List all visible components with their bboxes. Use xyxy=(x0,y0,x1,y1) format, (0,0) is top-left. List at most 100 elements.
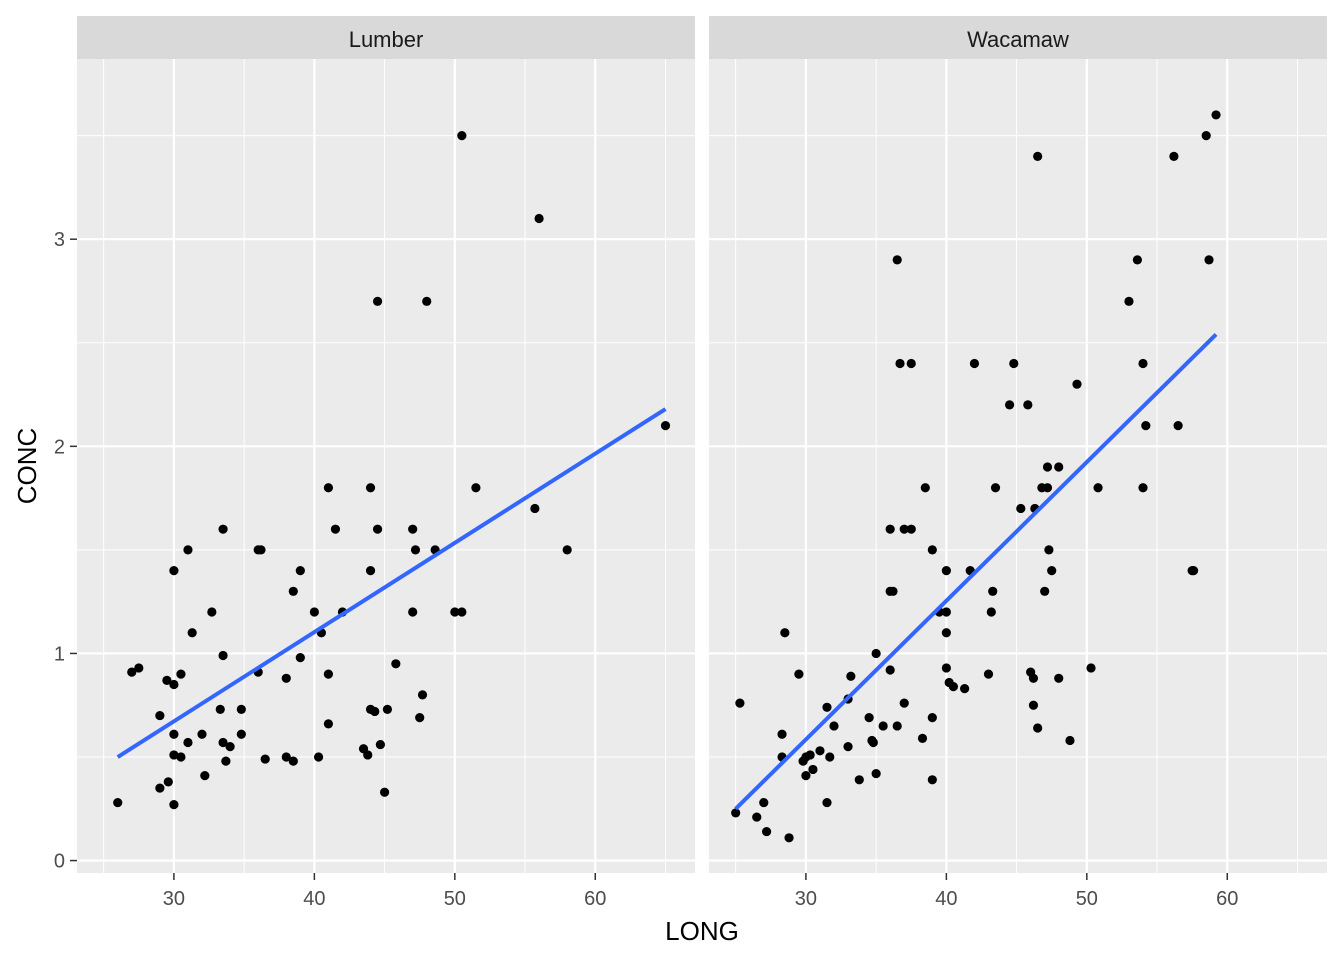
data-point xyxy=(808,764,818,775)
data-point xyxy=(801,771,811,781)
x-tick-label: 50 xyxy=(1076,888,1098,910)
data-point xyxy=(1086,663,1096,673)
data-point xyxy=(822,702,832,712)
data-point xyxy=(260,754,270,764)
data-point xyxy=(906,524,916,534)
data-point xyxy=(960,684,970,694)
data-point xyxy=(183,737,193,748)
fit-line xyxy=(116,407,667,759)
data-point xyxy=(920,483,930,493)
y-tick-label: 3 xyxy=(54,229,65,251)
data-point xyxy=(829,721,839,731)
data-point xyxy=(408,524,418,534)
data-point xyxy=(941,607,951,617)
data-point xyxy=(892,721,902,731)
data-point xyxy=(1004,400,1015,410)
x-tick-label: 30 xyxy=(163,888,185,910)
data-point xyxy=(660,421,671,431)
data-point xyxy=(822,797,832,808)
data-point xyxy=(1054,673,1064,683)
panel-background xyxy=(709,59,1327,873)
data-point xyxy=(169,679,179,690)
trend-line xyxy=(116,407,667,759)
data-point xyxy=(530,503,540,514)
data-point xyxy=(871,768,881,779)
data-point xyxy=(323,719,334,729)
data-point xyxy=(888,586,898,596)
data-point xyxy=(562,545,572,555)
data-point xyxy=(365,565,376,576)
data-point xyxy=(1201,131,1211,141)
data-point xyxy=(948,681,958,692)
data-point xyxy=(1132,255,1142,265)
data-point xyxy=(330,524,341,534)
data-point xyxy=(759,797,769,808)
data-point xyxy=(169,565,179,576)
data-point xyxy=(372,524,383,534)
facet-label-lumber: Lumber xyxy=(349,27,424,52)
x-tick-label: 40 xyxy=(935,888,957,910)
data-point xyxy=(927,545,937,555)
data-point xyxy=(169,750,179,760)
data-point xyxy=(365,483,376,493)
data-point xyxy=(281,673,291,683)
x-axis-title: LONG xyxy=(665,916,739,946)
data-point xyxy=(815,746,825,756)
data-point xyxy=(990,483,1001,493)
panel-background xyxy=(77,59,695,873)
data-point xyxy=(784,833,794,843)
data-point xyxy=(183,545,193,555)
data-point xyxy=(457,131,467,141)
data-point xyxy=(221,756,231,766)
data-point xyxy=(309,607,319,617)
data-point xyxy=(187,628,197,638)
fit-line xyxy=(734,333,1218,811)
data-point xyxy=(988,586,998,596)
x-tick-label: 30 xyxy=(795,888,817,910)
data-point xyxy=(1141,421,1151,431)
data-point xyxy=(471,483,481,493)
data-point xyxy=(1047,565,1057,576)
data-point xyxy=(1124,296,1134,306)
x-axis-ticks: 30 40 50 60 xyxy=(163,873,606,910)
y-axis-title: CONC xyxy=(12,428,42,505)
data-point xyxy=(1188,565,1199,576)
data-point xyxy=(372,296,383,306)
data-point xyxy=(370,706,380,717)
data-point xyxy=(163,777,173,787)
data-point xyxy=(941,628,951,638)
data-point xyxy=(215,704,225,714)
data-point xyxy=(218,650,228,661)
data-point xyxy=(295,652,305,663)
data-point xyxy=(1093,483,1103,493)
strip-background xyxy=(77,16,695,59)
data-point xyxy=(1138,358,1148,369)
data-point xyxy=(450,607,460,617)
data-point xyxy=(854,775,864,785)
data-point xyxy=(363,750,373,760)
data-point xyxy=(1040,586,1050,596)
data-point xyxy=(780,628,790,638)
data-point xyxy=(236,704,246,714)
data-point xyxy=(805,750,815,760)
data-point xyxy=(197,729,207,739)
data-point xyxy=(1044,545,1054,555)
data-point xyxy=(1023,400,1033,410)
data-point xyxy=(169,800,179,810)
data-point xyxy=(878,721,888,731)
data-point xyxy=(895,358,905,369)
x-tick-label: 40 xyxy=(303,888,325,910)
data-point xyxy=(218,524,228,534)
data-point xyxy=(885,665,895,675)
data-point xyxy=(825,752,835,762)
data-point xyxy=(1028,673,1039,683)
data-point xyxy=(408,607,418,617)
data-point xyxy=(313,752,324,762)
x-tick-label: 60 xyxy=(1216,888,1238,910)
data-point xyxy=(375,739,385,750)
x-axis-ticks: 30 40 50 60 xyxy=(795,873,1238,910)
data-point xyxy=(1033,151,1043,161)
data-point xyxy=(986,607,996,617)
data-point xyxy=(382,704,393,714)
data-point xyxy=(941,663,951,673)
